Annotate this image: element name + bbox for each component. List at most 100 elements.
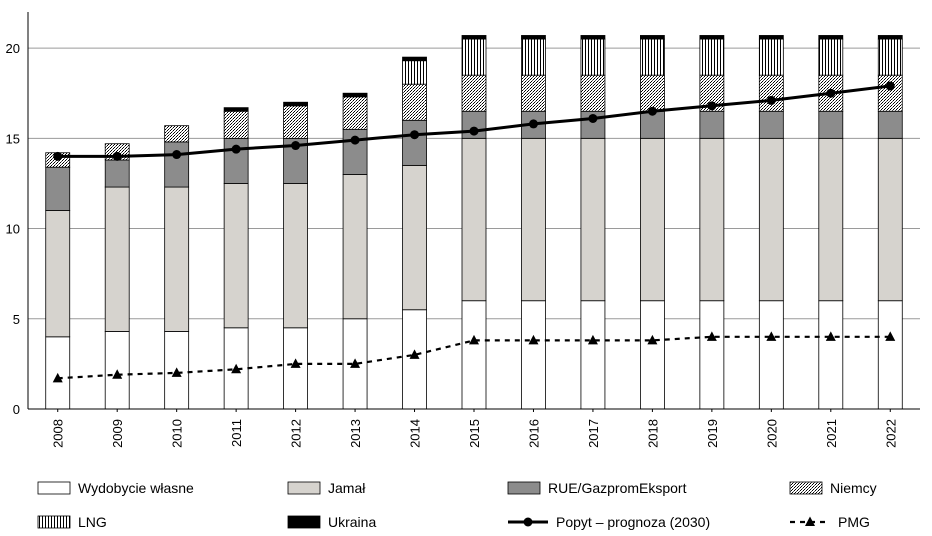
marker-pmg-point <box>647 334 658 345</box>
marker-pmg-point <box>231 363 242 374</box>
bar-segment-wydobycie-w-asne <box>640 300 665 410</box>
bar-segment-rue-gazpromeksport <box>640 110 665 139</box>
bar-segment-wydobycie-w-asne <box>461 300 487 410</box>
legend-swatch <box>789 481 823 495</box>
x-tick-label: 2009 <box>110 419 125 448</box>
marker-pmg-point <box>409 349 420 359</box>
marker-popyt-point <box>112 151 122 161</box>
marker-pmg-point <box>112 369 123 379</box>
bar-segment-jama- <box>699 137 725 302</box>
legend-swatch <box>287 481 321 495</box>
marker-popyt-point <box>53 151 63 161</box>
bar-segment-niemcy <box>461 74 487 112</box>
legend-swatch-marker <box>805 516 815 526</box>
bar-segment-jama- <box>164 186 190 332</box>
marker-pmg-point <box>52 372 63 383</box>
bar-segment-lng <box>758 38 784 76</box>
bar-segment-rue-gazpromeksport <box>758 110 784 139</box>
bar-segment-wydobycie-w-asne <box>877 300 903 410</box>
legend-swatch <box>37 481 71 495</box>
bar-segment-rue-gazpromeksport <box>877 110 903 139</box>
legend-label: Ukraina <box>328 514 376 530</box>
y-tick-label: 10 <box>6 222 20 237</box>
bar-segment-wydobycie-w-asne <box>758 300 784 410</box>
bar-segment-lng <box>818 38 844 76</box>
bar-segment-jama- <box>580 137 606 302</box>
marker-popyt-point <box>826 88 836 98</box>
bar-segment-jama- <box>758 137 784 302</box>
marker-pmg-point <box>766 331 777 341</box>
legend-swatch <box>287 515 321 529</box>
bar-segment-ukraina <box>758 35 784 40</box>
legend-swatch <box>507 481 541 495</box>
marker-popyt-point <box>172 150 182 160</box>
marker-pmg-point <box>171 367 182 377</box>
bar-segment-rue-gazpromeksport <box>342 128 368 175</box>
bar-segment-rue-gazpromeksport <box>699 110 725 139</box>
bar-segment-ukraina <box>283 101 309 107</box>
legend-swatch <box>37 515 71 529</box>
bar-segment-jama- <box>45 210 71 338</box>
marker-popyt-point <box>707 101 717 111</box>
bar-segment-ukraina <box>461 35 487 40</box>
bar-segment-niemcy <box>283 105 309 139</box>
legend-label: Wydobycie własne <box>78 480 194 496</box>
legend-label: PMG <box>838 514 870 530</box>
marker-pmg-point <box>290 358 301 368</box>
x-tick-label: 2021 <box>824 419 839 448</box>
bar-segment-ukraina <box>223 107 249 112</box>
marker-pmg-point <box>885 331 896 341</box>
y-tick-label: 20 <box>6 41 20 56</box>
bar-segment-jama- <box>283 183 309 329</box>
bar-segment-niemcy <box>223 110 249 139</box>
x-tick-label: 2014 <box>408 419 423 448</box>
bar-segment-jama- <box>402 164 427 311</box>
bar-segment-niemcy <box>521 74 546 112</box>
x-tick-label: 2011 <box>229 419 244 447</box>
bar-segment-jama- <box>877 137 903 302</box>
bar-segment-niemcy <box>758 74 784 112</box>
bar-segment-wydobycie-w-asne <box>402 309 427 410</box>
bar-segment-wydobycie-w-asne <box>521 300 546 410</box>
marker-popyt-point <box>231 144 241 154</box>
x-tick-label: 2018 <box>645 419 660 448</box>
bar-segment-lng <box>580 38 606 76</box>
bar-segment-niemcy <box>580 74 606 112</box>
bar-segment-ukraina <box>699 35 725 40</box>
bar-segment-ukraina <box>640 35 665 40</box>
bar-segment-lng <box>699 38 725 76</box>
marker-popyt-point <box>885 81 895 91</box>
marker-popyt-point <box>291 141 301 151</box>
marker-pmg-point <box>825 331 836 341</box>
bar-segment-wydobycie-w-asne <box>580 300 606 410</box>
bar-segment-niemcy <box>640 74 665 112</box>
bar-segment-rue-gazpromeksport <box>402 119 427 166</box>
bar-segment-jama- <box>342 174 368 320</box>
marker-pmg-point <box>350 358 361 368</box>
bar-segment-niemcy <box>342 96 368 130</box>
legend-label: Popyt – prognoza (2030) <box>556 514 710 530</box>
bar-segment-jama- <box>461 137 487 302</box>
bar-segment-ukraina <box>521 35 546 40</box>
bar-segment-wydobycie-w-asne <box>283 327 309 410</box>
x-tick-label: 2012 <box>289 419 304 448</box>
marker-popyt-point <box>410 130 420 140</box>
bar-segment-lng <box>521 38 546 76</box>
marker-popyt-point <box>647 106 657 116</box>
legend-label: Jamał <box>328 480 366 496</box>
bar-segment-lng <box>402 60 427 85</box>
marker-pmg-point <box>528 334 539 345</box>
legend-label: RUE/GazpromEksport <box>548 480 687 496</box>
bar-segment-wydobycie-w-asne <box>818 300 844 410</box>
x-tick-label: 2022 <box>883 419 898 448</box>
bar-segment-jama- <box>640 137 665 302</box>
marker-pmg-point <box>469 334 479 345</box>
bar-segment-ukraina <box>342 92 368 98</box>
marker-pmg-point <box>587 334 598 345</box>
marker-popyt-point <box>766 95 776 105</box>
marker-pmg-point <box>706 331 717 341</box>
bar-segment-niemcy <box>402 83 427 121</box>
bar-segment-niemcy <box>164 125 190 143</box>
y-tick-label: 15 <box>6 131 20 146</box>
